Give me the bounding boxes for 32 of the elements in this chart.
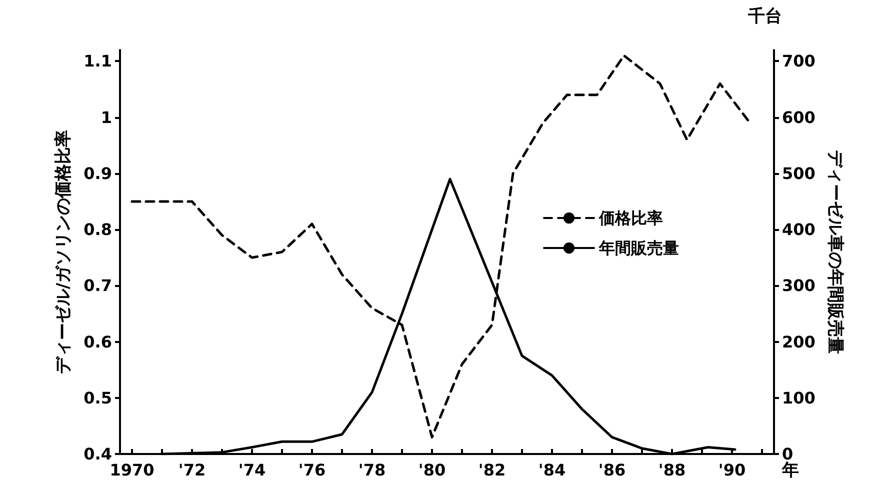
y-tick-label: 0.8 xyxy=(84,220,112,240)
x-tick-label: '72 xyxy=(178,460,206,480)
x-tick-label: '80 xyxy=(418,460,446,480)
x-tick-label: '88 xyxy=(658,460,686,480)
y-tick-label: 1 xyxy=(100,108,112,127)
y2-axis-title: ディーゼル車の年間販売量 xyxy=(824,150,845,354)
x-tick-label: '76 xyxy=(298,460,326,480)
y-tick-label: 1.1 xyxy=(84,52,112,71)
x-axis-title: 年 xyxy=(781,460,799,480)
legend-label: 価格比率 xyxy=(598,208,663,228)
x-tick-label: '74 xyxy=(238,460,266,480)
y-tick-label: 0.4 xyxy=(84,444,112,464)
x-tick-label: '82 xyxy=(478,460,506,480)
x-tick-label: '78 xyxy=(358,460,386,480)
text: 千台 xyxy=(747,6,782,26)
y2-tick-label: 700 xyxy=(782,52,816,71)
y-tick-label: 0.6 xyxy=(84,332,112,352)
y2-tick-label: 500 xyxy=(782,164,816,183)
x-tick-label: '86 xyxy=(598,460,626,480)
y-tick-label: 0.7 xyxy=(84,276,112,296)
x-tick-label: '90 xyxy=(718,460,746,480)
y-tick-label: 0.9 xyxy=(84,164,112,183)
y-axis-title: ディーゼル/ガソリンの価格比率 xyxy=(54,130,74,374)
y2-tick-label: 300 xyxy=(782,276,816,296)
x-tick-label: 1970 xyxy=(110,460,154,480)
x-tick-label: '84 xyxy=(538,460,566,480)
y2-tick-label: 400 xyxy=(782,220,816,240)
y2-tick-label: 200 xyxy=(782,332,816,352)
legend-label: 年間販売量 xyxy=(598,238,679,258)
y2-tick-label: 100 xyxy=(782,388,816,408)
y2-tick-label: 600 xyxy=(782,108,816,127)
y-tick-label: 0.5 xyxy=(84,388,112,408)
